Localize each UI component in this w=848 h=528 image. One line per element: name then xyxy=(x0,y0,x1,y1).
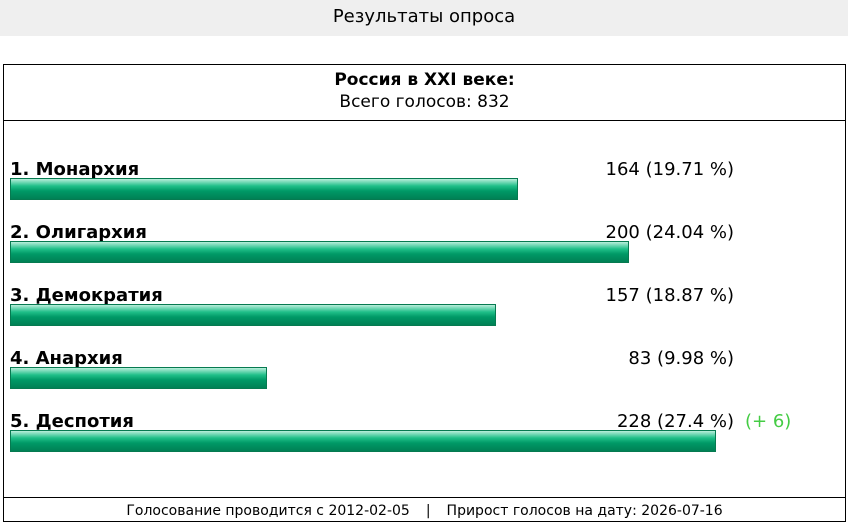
separator: | xyxy=(425,503,431,519)
option-label: 1. Монархия xyxy=(10,159,140,180)
footer: Голосование проводится с 2012-02-05 | Прир… xyxy=(4,497,845,522)
poll-title: Россия в XXI веке: xyxy=(334,70,515,90)
value-label: 228 (27.4 %) xyxy=(616,411,734,432)
option-label: 4. Анархия xyxy=(10,348,123,369)
growth-date: Прирост голосов на дату: 2026-07-16 xyxy=(446,503,723,519)
poll-box: Россия в XXI веке: Всего голосов: 832 1.… xyxy=(3,64,846,522)
start-date: Голосование проводится с 2012-02-05 xyxy=(126,503,410,519)
total-votes: Всего голосов: 832 xyxy=(339,92,510,112)
bar xyxy=(10,430,716,452)
option-row: 2. Олигархия 200 (24.04 %) xyxy=(10,222,840,282)
option-label: 3. Демократия xyxy=(10,285,163,306)
poll-header: Россия в XXI веке: Всего голосов: 832 xyxy=(4,65,845,121)
option-row: 5. Деспотия 228 (27.4 %) (+ 6) xyxy=(10,411,840,471)
value-label: 157 (18.87 %) xyxy=(605,285,734,306)
bar xyxy=(10,178,518,200)
option-row: 4. Анархия 83 (9.98 %) xyxy=(10,348,840,408)
bar xyxy=(10,304,497,326)
value-label: 164 (19.71 %) xyxy=(605,159,734,180)
page-title: Результаты опроса xyxy=(0,0,848,36)
value-label: 200 (24.04 %) xyxy=(605,222,734,243)
bar xyxy=(10,367,267,389)
increment: (+ 6) xyxy=(745,411,792,432)
bar xyxy=(10,241,630,263)
option-label: 5. Деспотия xyxy=(10,411,134,432)
option-label: 2. Олигархия xyxy=(10,222,147,243)
value-label: 83 (9.98 %) xyxy=(628,348,734,369)
option-row: 1. Монархия 164 (19.71 %) xyxy=(10,159,840,219)
option-row: 3. Демократия 157 (18.87 %) xyxy=(10,285,840,345)
